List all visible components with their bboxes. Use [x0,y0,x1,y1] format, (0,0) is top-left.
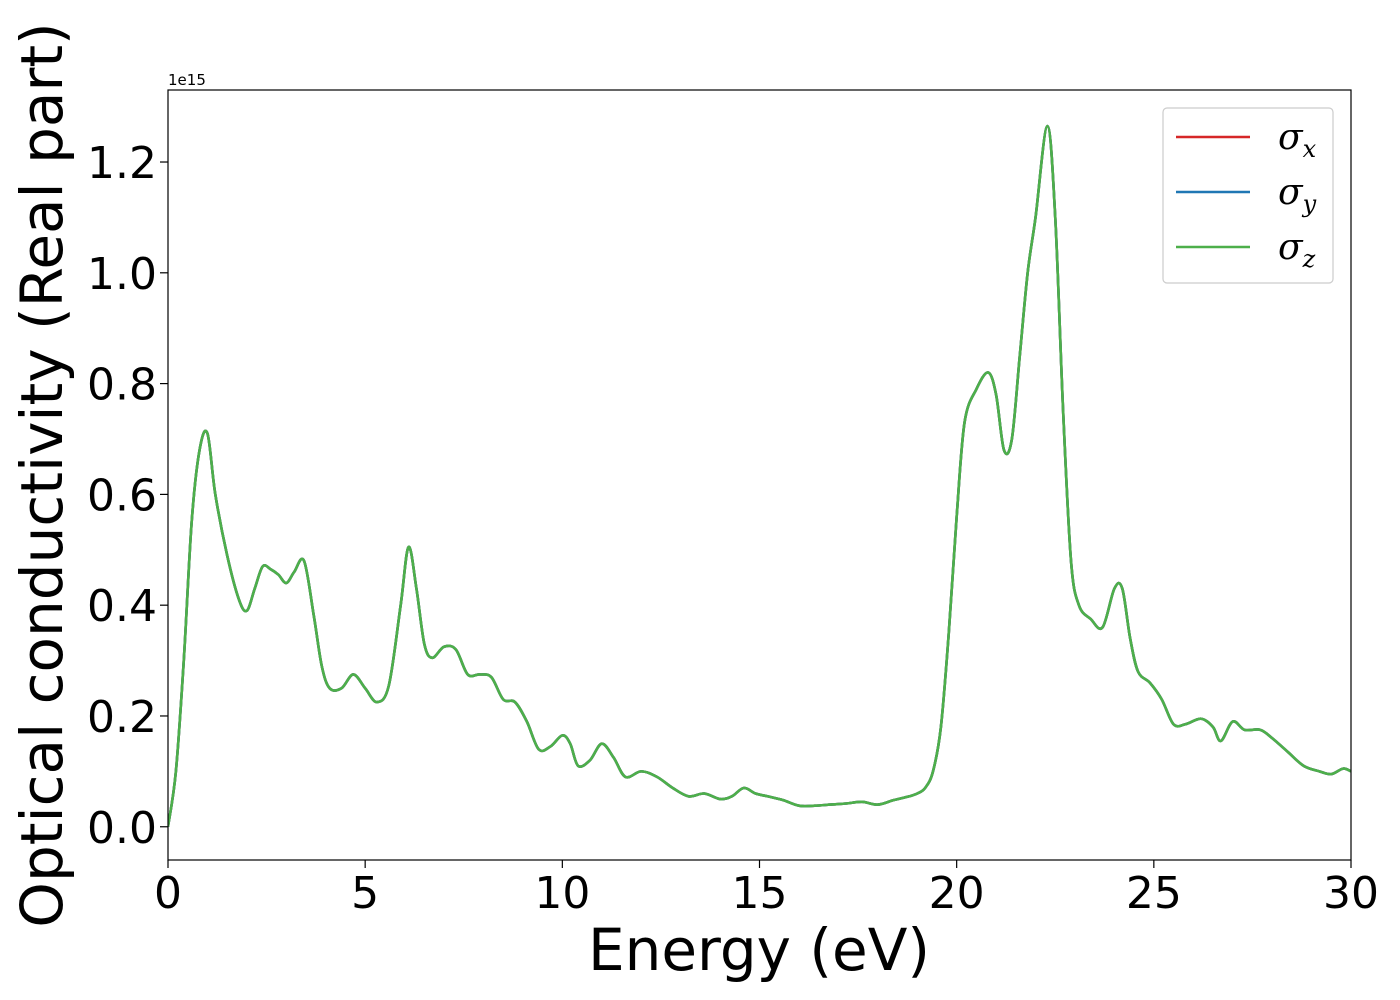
y-tick-label: 0.8 [87,360,157,411]
x-axis: 0 5 10 15 20 25 30 [154,860,1379,919]
x-tick-label: 20 [929,868,985,919]
legend-frame [1162,107,1334,284]
y-axis: 0.0 0.2 0.4 0.6 0.8 1.0 1.2 [87,138,168,854]
x-tick-label: 15 [732,868,788,919]
plot-area [168,124,1351,827]
y-tick-label: 0.4 [87,581,157,632]
x-tick-label: 30 [1323,868,1379,919]
x-tick-label: 25 [1126,868,1182,919]
legend: σx σy σz [1162,107,1334,284]
series-line-z [168,124,1351,827]
legend-label-y: σy [1278,172,1317,218]
y-tick-label: 0.6 [87,470,157,521]
y-tick-label: 1.0 [87,249,157,300]
x-tick-label: 10 [534,868,590,919]
x-tick-label: 0 [154,868,182,919]
y-tick-label: 1.2 [87,138,157,189]
y-axis-title: Optical conductivity (Real part) [8,22,76,927]
y-tick-label: 0.0 [87,803,157,854]
y-tick-label: 0.2 [87,692,157,743]
x-tick-label: 5 [351,868,379,919]
x-axis-title: Energy (eV) [588,916,930,984]
legend-label-z: σz [1278,227,1316,273]
legend-label-x: σx [1278,117,1317,163]
y-offset-label: 1e15 [168,71,206,89]
